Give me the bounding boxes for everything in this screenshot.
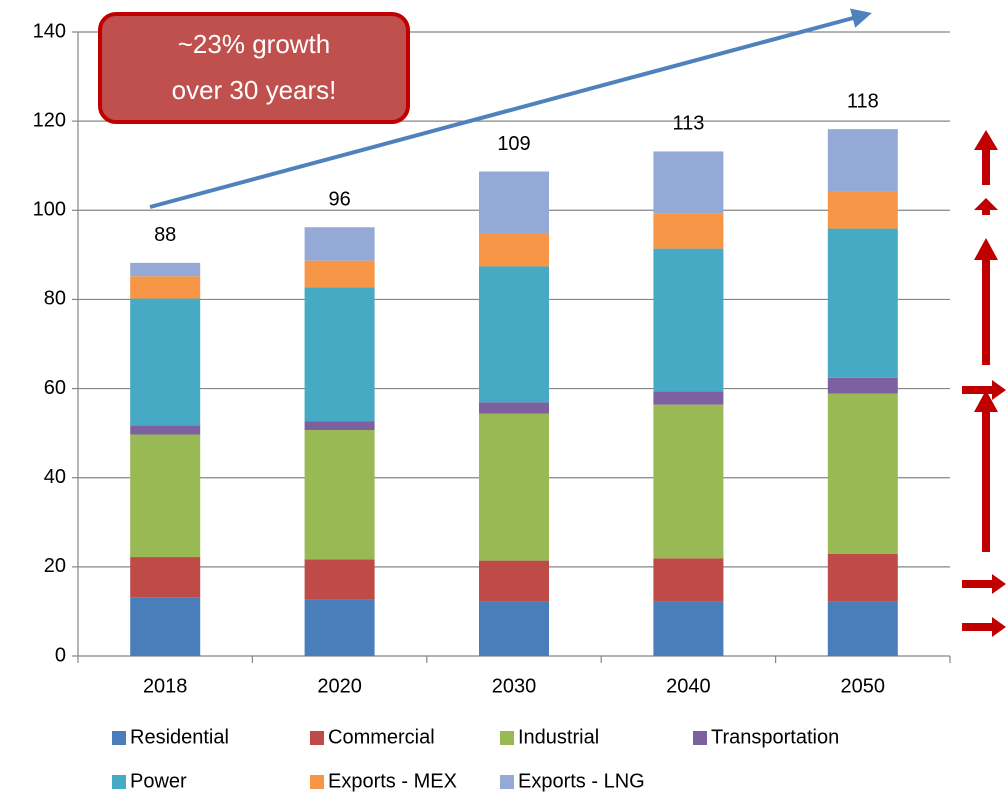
growth-arrow: [149, 8, 872, 209]
bar-segment: [827, 191, 898, 229]
y-tick-label: 120: [33, 109, 66, 131]
bar-segment: [130, 434, 201, 558]
bar-segment: [304, 599, 375, 656]
x-tick-label: 2020: [317, 675, 362, 697]
bar-segment: [827, 129, 898, 192]
x-tick-label: 2050: [841, 675, 886, 697]
legend-swatch: [500, 731, 514, 745]
bar-segment: [479, 601, 549, 656]
y-tick-label: 80: [44, 288, 66, 310]
bar-segment: [304, 421, 375, 431]
arrow-right: [962, 574, 1006, 594]
legend-label: Residential: [130, 726, 229, 748]
annotation-line: ~23% growth: [178, 29, 330, 59]
legend-swatch: [310, 775, 324, 789]
legend-swatch: [112, 731, 126, 745]
bar-segment: [653, 213, 724, 249]
arrow-right: [962, 380, 1006, 400]
bar-segment: [479, 233, 549, 267]
legend-label: Transportation: [711, 726, 839, 748]
legend-swatch: [500, 775, 514, 789]
bar-segment: [653, 558, 724, 602]
bar-segment: [130, 597, 201, 656]
bar-segment: [479, 560, 549, 602]
arrow-up: [974, 238, 998, 365]
y-tick-label: 0: [55, 644, 66, 666]
arrow-up: [974, 130, 998, 185]
bar-segment: [479, 266, 549, 403]
total-label: 113: [672, 113, 704, 135]
bar-segment: [653, 248, 724, 392]
arrow-up: [974, 198, 998, 215]
y-tick-label: 140: [33, 20, 66, 42]
bar-segment: [304, 430, 375, 560]
bar-segment: [304, 260, 375, 288]
bar-segment: [130, 557, 201, 598]
total-label: 118: [847, 90, 879, 112]
bar-segment: [130, 425, 201, 435]
total-label: 109: [497, 133, 530, 155]
arrow-right: [962, 617, 1006, 637]
bar-segment: [827, 393, 898, 554]
legend-label: Power: [130, 770, 187, 792]
bar-segment: [479, 402, 549, 414]
x-tick-label: 2040: [666, 675, 711, 697]
bar-segment: [653, 601, 724, 656]
bar-segment: [827, 553, 898, 602]
bar-segment: [653, 404, 724, 559]
y-tick-label: 100: [33, 199, 66, 221]
x-tick-label: 2030: [492, 675, 537, 697]
bar-segment: [479, 171, 549, 234]
bar-segment: [827, 228, 898, 378]
side-arrows: [962, 130, 1006, 637]
bar-segment: [130, 262, 201, 277]
y-tick-label: 20: [44, 555, 66, 577]
annotation-box: [98, 12, 410, 124]
legend-label: Exports - LNG: [518, 770, 645, 792]
legend-label: Commercial: [328, 726, 435, 748]
bar-segment: [304, 559, 375, 600]
bar-segment: [479, 413, 549, 561]
bar-segment: [130, 276, 201, 299]
bar-segment: [304, 227, 375, 261]
y-tick-label: 40: [44, 466, 66, 488]
y-tick-label: 60: [44, 377, 66, 399]
total-label: 96: [328, 189, 350, 211]
legend-label: Industrial: [518, 726, 599, 748]
bar-segment: [653, 151, 724, 214]
plot-area: 0204060801001201402018882020962030109204…: [33, 20, 951, 697]
bar-segment: [130, 298, 201, 426]
bar-segment: [653, 391, 724, 405]
total-label: 88: [154, 224, 176, 246]
x-tick-label: 2018: [143, 675, 188, 697]
annotation-line: over 30 years!: [172, 75, 337, 105]
bar-segment: [827, 377, 898, 394]
legend-swatch: [112, 775, 126, 789]
legend-swatch: [693, 731, 707, 745]
bar-segment: [827, 601, 898, 656]
arrow-up: [974, 390, 998, 552]
bar-segment: [304, 287, 375, 422]
legend-label: Exports - MEX: [328, 770, 457, 792]
legend-swatch: [310, 731, 324, 745]
